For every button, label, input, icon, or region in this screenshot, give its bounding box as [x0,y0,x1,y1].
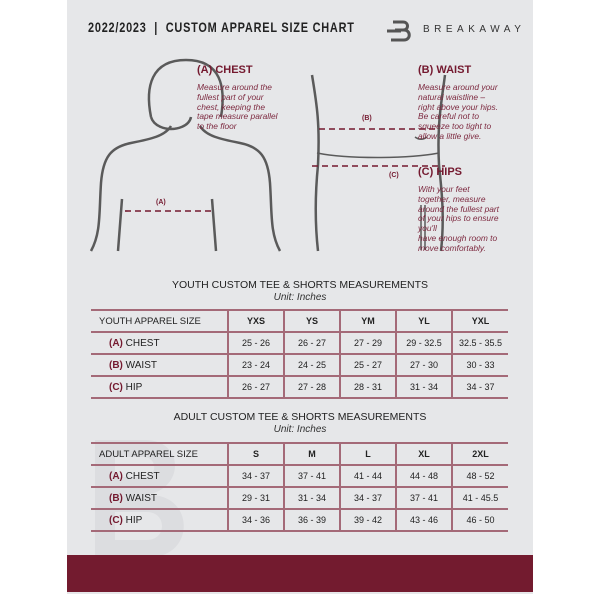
measurement-name: WAIST [125,492,157,504]
table-cell: 25 - 26 [227,331,284,355]
table-cell: 34 - 37 [451,375,508,399]
table-cell: 34 - 37 [339,486,396,510]
brand-name: BREAKAWAY [423,24,526,35]
table-cell: 26 - 27 [283,331,340,355]
size-column-header: 2XL [451,442,508,466]
table-row: (A) CHEST 25 - 26 26 - 27 27 - 29 29 - 32.5 3… [91,331,508,355]
size-column-header: YXL [451,309,508,333]
adult-size-table: ADULT APPAREL SIZE S M L XL 2XL (A) CHEST 34 - … [91,442,508,532]
measurement-label: (B) WAIST [91,486,228,510]
table-cell: 48 - 52 [451,464,508,488]
table-cell: 37 - 41 [283,464,340,488]
waist-instructions: Measure around your natural waistline – … [418,82,499,141]
youth-size-table: YOUTH APPAREL SIZE YXS YS YM YL YXL (A) CHEST 2… [91,309,508,399]
table-cell: 25 - 27 [339,353,396,377]
table-cell: 31 - 34 [283,486,340,510]
size-column-header: YS [283,309,340,333]
size-header: YOUTH APPAREL SIZE [91,309,228,333]
size-chart-page: 2022/2023 | CUSTOM APPAREL SIZE CHART BR… [67,0,533,594]
table-cell: 26 - 27 [227,375,284,399]
body-figures [89,58,447,252]
table-cell: 31 - 34 [395,375,452,399]
measurement-name: HIP [125,381,143,393]
size-column-header: XL [395,442,452,466]
table-cell: 41 - 45.5 [451,486,508,510]
table-row: (C) HIP 26 - 27 27 - 28 28 - 31 31 - 34 34 - … [91,375,508,399]
size-column-header: S [227,442,284,466]
table-row: (B) WAIST 29 - 31 31 - 34 34 - 37 37 - 41 41 … [91,486,508,510]
measurement-label: (A) CHEST [91,464,228,488]
table-cell: 30 - 33 [451,353,508,377]
table-cell: 44 - 48 [395,464,452,488]
table-cell: 41 - 44 [339,464,396,488]
youth-unit: Unit: Inches [273,292,327,303]
chest-marker: (A) [156,199,166,206]
table-row: (C) HIP 34 - 36 36 - 39 39 - 42 43 - 46 46 - … [91,508,508,532]
breakaway-logo-icon [387,20,411,42]
adult-table-title: ADULT CUSTOM TEE & SHORTS MEASUREMENTS [173,411,427,423]
measurement-code: (A) [109,470,123,482]
waist-marker: (B) [362,115,372,122]
adult-unit: Unit: Inches [273,424,327,435]
measurement-name: WAIST [125,359,157,371]
table-cell: 29 - 32.5 [395,331,452,355]
table-cell: 37 - 41 [395,486,452,510]
table-cell: 23 - 24 [227,353,284,377]
measurement-label: (C) HIP [91,508,228,532]
table-cell: 34 - 36 [227,508,284,532]
measurement-label: (A) CHEST [91,331,228,355]
table-header-row: YOUTH APPAREL SIZE YXS YS YM YL YXL [91,309,508,333]
table-cell: 24 - 25 [283,353,340,377]
table-cell: 36 - 39 [283,508,340,532]
lower-body-outline [310,74,447,252]
table-header-row: ADULT APPAREL SIZE S M L XL 2XL [91,442,508,466]
measurement-label: (B) WAIST [91,353,228,377]
table-row: (B) WAIST 23 - 24 24 - 25 25 - 27 27 - 30 30 … [91,353,508,377]
hips-instructions: With your feet together, measure around … [418,184,500,253]
size-column-header: M [283,442,340,466]
size-column-header: L [339,442,396,466]
footer-band [67,555,533,592]
measurement-name: CHEST [125,337,160,349]
table-cell: 39 - 42 [339,508,396,532]
measurement-code: (C) [109,514,123,526]
measurement-code: (B) [109,492,123,504]
table-cell: 34 - 37 [227,464,284,488]
size-column-header: YM [339,309,396,333]
hip-marker: (C) [389,172,399,179]
table-cell: 29 - 31 [227,486,284,510]
measurement-code: (C) [109,381,123,393]
size-header: ADULT APPAREL SIZE [91,442,228,466]
youth-table-title: YOUTH CUSTOM TEE & SHORTS MEASUREMENTS [171,279,429,291]
measurement-code: (A) [109,337,123,349]
measurement-code: (B) [109,359,123,371]
table-cell: 27 - 28 [283,375,340,399]
chest-heading: (A) CHEST [197,64,253,76]
measurement-name: CHEST [125,470,160,482]
page-title: 2022/2023 | CUSTOM APPAREL SIZE CHART [88,19,355,35]
upper-body-outline [89,58,282,252]
table-cell: 32.5 - 35.5 [451,331,508,355]
chest-instructions: Measure around the fullest part of your … [197,82,278,132]
table-cell: 46 - 50 [451,508,508,532]
size-column-header: YL [395,309,452,333]
measurement-label: (C) HIP [91,375,228,399]
table-row: (A) CHEST 34 - 37 37 - 41 41 - 44 44 - 48 48 … [91,464,508,488]
table-cell: 27 - 30 [395,353,452,377]
table-cell: 43 - 46 [395,508,452,532]
table-cell: 28 - 31 [339,375,396,399]
size-column-header: YXS [227,309,284,333]
hips-heading: (C) HIPS [418,166,462,178]
measurement-name: HIP [125,514,143,526]
waist-heading: (B) WAIST [418,64,472,76]
table-cell: 27 - 29 [339,331,396,355]
